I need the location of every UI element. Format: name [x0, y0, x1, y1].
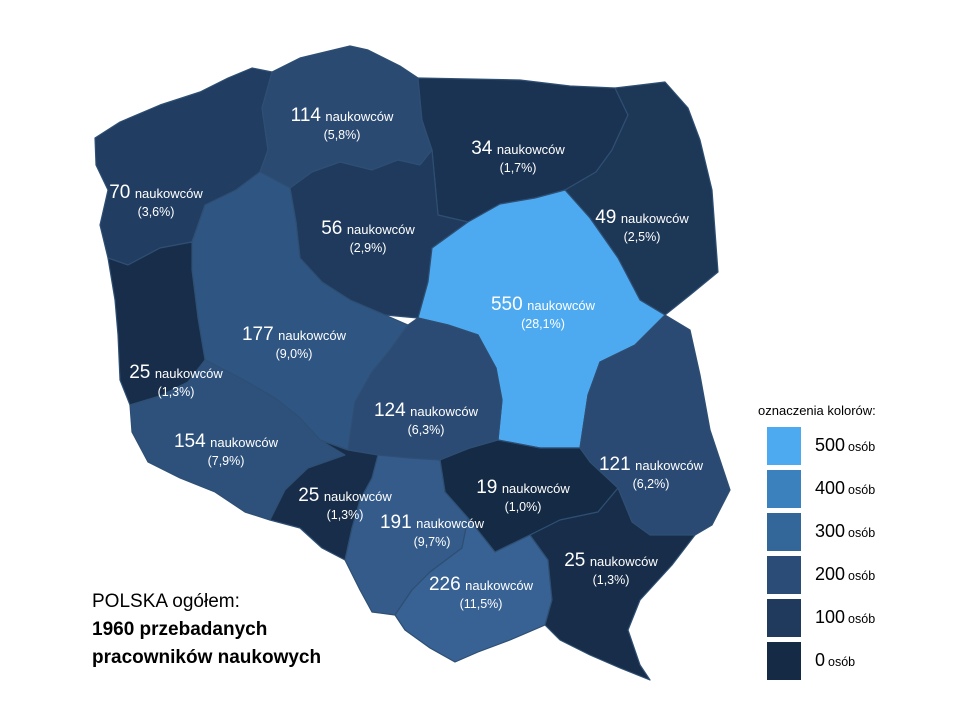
count: 121	[598, 454, 631, 475]
label-zachodniopomorskie: 70 naukowców (3,6%)	[109, 181, 203, 220]
count: 191	[379, 512, 412, 533]
percent: (3,6%)	[137, 204, 175, 219]
unit: naukowców	[465, 578, 534, 593]
unit: naukowców	[589, 554, 658, 569]
summary-subject: pracowników naukowych	[92, 647, 322, 668]
legend-label: 0 osób	[815, 650, 856, 670]
legend-label: 400 osób	[815, 478, 876, 498]
count: 56	[321, 218, 343, 239]
count: 177	[241, 324, 274, 345]
percent: (28,1%)	[521, 316, 565, 331]
unit: naukowców	[496, 142, 565, 157]
count: 154	[173, 431, 206, 452]
label-lubelskie: 121 naukowców (6,2%)	[599, 453, 703, 492]
label-opolskie: 25 naukowców (1,3%)	[298, 484, 392, 523]
label-kujawsko-pomorskie: 56 naukowców (2,9%)	[321, 217, 415, 256]
count: 226	[428, 574, 461, 595]
percent: (6,3%)	[407, 422, 445, 437]
count: 25	[564, 550, 586, 571]
percent: (11,5%)	[459, 596, 503, 611]
count: 25	[129, 362, 151, 383]
label-pomorskie: 114 naukowców (5,8%)	[291, 104, 394, 143]
legend-item: 400 osób	[767, 470, 947, 508]
percent: (2,9%)	[349, 240, 387, 255]
label-warminsko-mazurskie: 34 naukowców (1,7%)	[471, 137, 565, 176]
legend-item: 0 osób	[767, 642, 947, 680]
label-dolnoslaskie: 154 naukowców (7,9%)	[174, 430, 278, 469]
unit: naukowców	[635, 458, 704, 473]
unit: naukowców	[278, 328, 347, 343]
legend-label: 100 osób	[815, 607, 876, 627]
unit: naukowców	[325, 109, 394, 124]
legend-label: 500 osób	[815, 435, 876, 455]
unit: naukowców	[527, 298, 596, 313]
percent: (5,8%)	[323, 127, 361, 142]
percent: (1,7%)	[499, 160, 537, 175]
legend-swatch	[767, 513, 801, 551]
legend-title: oznaczenia kolorów:	[758, 403, 876, 418]
percent: (1,0%)	[504, 499, 542, 514]
legend-swatch	[767, 556, 801, 594]
legend-label: 200 osób	[815, 564, 876, 584]
label-podlaskie: 49 naukowców (2,5%)	[595, 206, 689, 245]
count: 19	[476, 477, 498, 498]
percent: (2,5%)	[623, 229, 661, 244]
label-mazowieckie: 550 naukowców (28,1%)	[491, 293, 595, 332]
percent: (6,2%)	[632, 476, 670, 491]
label-malopolskie: 226 naukowców (11,5%)	[429, 573, 533, 612]
unit: naukowców	[134, 186, 203, 201]
percent: (9,0%)	[275, 346, 313, 361]
unit: naukowców	[346, 222, 415, 237]
legend-item: 500 osób	[767, 427, 947, 465]
unit: naukowców	[323, 489, 392, 504]
count: 34	[471, 138, 493, 159]
region-podkarpackie[interactable]	[529, 487, 696, 681]
count: 550	[490, 294, 523, 315]
legend-label: 300 osób	[815, 521, 876, 541]
unit: naukowców	[620, 211, 689, 226]
unit: naukowców	[410, 404, 479, 419]
unit: naukowców	[154, 366, 223, 381]
count: 49	[595, 207, 617, 228]
legend-item: 300 osób	[767, 513, 947, 551]
summary-heading: POLSKA ogółem:	[92, 591, 240, 612]
label-podkarpackie: 25 naukowców (1,3%)	[564, 549, 658, 588]
label-wielkopolskie: 177 naukowców (9,0%)	[242, 323, 346, 362]
legend-swatch	[767, 470, 801, 508]
legend-item: 100 osób	[767, 599, 947, 637]
legend-swatch	[767, 427, 801, 465]
legend-swatch	[767, 642, 801, 680]
percent: (1,3%)	[592, 572, 630, 587]
count: 114	[290, 105, 321, 126]
legend-item: 200 osób	[767, 556, 947, 594]
percent: (1,3%)	[326, 507, 364, 522]
unit: naukowców	[210, 435, 279, 450]
unit: naukowców	[501, 481, 570, 496]
unit: naukowców	[416, 516, 485, 531]
summary-total: 1960 przebadanych	[92, 619, 268, 640]
label-swietokrzyskie: 19 naukowców (1,0%)	[476, 476, 570, 515]
summary-text: POLSKA ogółem: 1960 przebadanych pracown…	[92, 588, 321, 672]
percent: (7,9%)	[207, 453, 245, 468]
percent: (9,7%)	[413, 534, 451, 549]
legend-swatch	[767, 599, 801, 637]
label-lubuskie: 25 naukowców (1,3%)	[129, 361, 223, 400]
count: 124	[373, 400, 406, 421]
percent: (1,3%)	[157, 384, 195, 399]
label-lodzkie: 124 naukowców (6,3%)	[374, 399, 478, 438]
count: 25	[298, 485, 320, 506]
label-slaskie: 191 naukowców (9,7%)	[380, 511, 484, 550]
count: 70	[109, 182, 131, 203]
